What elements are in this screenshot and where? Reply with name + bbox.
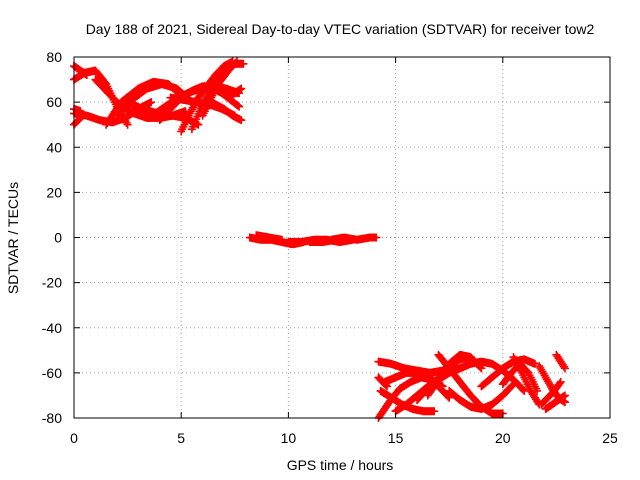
x-axis-label: GPS time / hours	[287, 457, 394, 473]
data-point-late	[445, 393, 454, 402]
y-tick-label: -40	[42, 320, 62, 336]
y-tick-label: 20	[46, 184, 62, 200]
data-point-late	[383, 382, 392, 391]
data-point-late	[430, 407, 439, 416]
x-tick-label: 25	[602, 430, 618, 446]
x-tick-label: 10	[281, 430, 297, 446]
data-point-late	[560, 391, 569, 400]
y-tick-label: -60	[42, 365, 62, 381]
data-point-late	[381, 381, 390, 390]
data-point-midday	[277, 235, 286, 244]
data-point-early	[235, 102, 244, 111]
x-tick-label: 0	[70, 430, 78, 446]
data-point-midday	[331, 235, 340, 244]
data-point-early	[78, 111, 87, 120]
data-point-late	[519, 385, 528, 394]
data-points	[70, 57, 569, 422]
data-point-early	[82, 71, 91, 80]
data-point-late	[477, 364, 486, 373]
y-tick-label: 60	[46, 94, 62, 110]
data-point-late	[530, 359, 539, 368]
chart-title: Day 188 of 2021, Sidereal Day-to-day VTE…	[86, 21, 595, 37]
x-axis-ticks: 0 5 10 15 20 25	[70, 57, 618, 446]
data-point-early	[147, 98, 156, 107]
data-point-early	[234, 101, 243, 110]
data-point-early	[77, 112, 86, 121]
y-tick-label: 40	[46, 139, 62, 155]
x-tick-label: 20	[495, 430, 511, 446]
data-point-late	[559, 362, 568, 371]
y-tick-label: -20	[42, 275, 62, 291]
data-point-midday	[372, 233, 381, 242]
y-tick-label: -80	[42, 410, 62, 426]
data-point-early	[76, 107, 85, 116]
y-axis-label: SDTVAR / TECUs	[5, 182, 21, 294]
data-point-early	[237, 84, 246, 93]
x-tick-label: 15	[388, 430, 404, 446]
y-axis-ticks: -80 -60 -40 -20 0 20 40 60 80	[42, 49, 610, 426]
data-point-late	[560, 398, 569, 407]
data-point-late	[560, 364, 569, 373]
data-point-early	[237, 116, 246, 125]
y-tick-label: 0	[54, 230, 62, 246]
data-point-early	[231, 58, 240, 67]
data-point-early	[123, 120, 132, 129]
data-point-late	[555, 379, 564, 388]
data-point-early	[239, 59, 248, 68]
x-tick-label: 5	[177, 430, 185, 446]
data-point-late	[556, 377, 565, 386]
data-point-early	[232, 57, 241, 66]
y-tick-label: 80	[46, 49, 62, 65]
